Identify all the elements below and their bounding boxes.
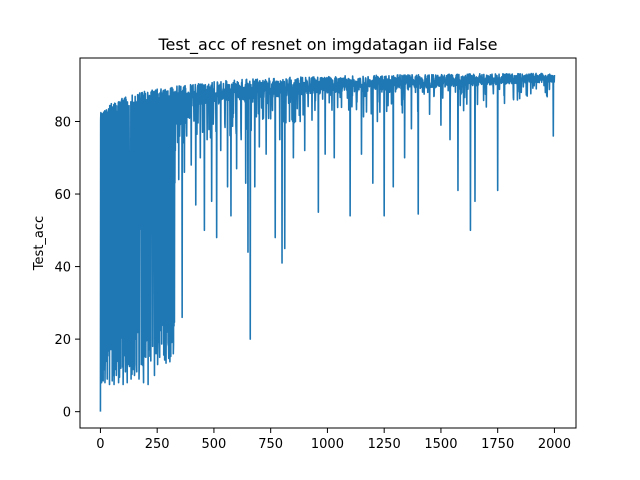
y-tick-label: 20 <box>54 333 71 348</box>
x-tick-label: 1000 <box>311 437 344 452</box>
y-tick-label: 40 <box>54 261 71 276</box>
x-tick-label: 2000 <box>538 437 571 452</box>
y-tick: 60 <box>54 188 80 203</box>
x-tick: 1500 <box>424 428 457 452</box>
y-tick-label: 80 <box>54 115 71 130</box>
x-tick: 1750 <box>481 428 514 452</box>
series-layer <box>99 72 556 412</box>
x-tick: 1250 <box>368 428 401 452</box>
x-axis-ticks: 0 250 500 750 1000 1250 1500 1750 2000 <box>96 428 571 452</box>
y-tick-label: 0 <box>63 406 71 421</box>
x-tick-label: 1500 <box>424 437 457 452</box>
y-tick: 20 <box>54 333 80 348</box>
x-tick-label: 1750 <box>481 437 514 452</box>
x-tick: 500 <box>202 428 227 452</box>
y-tick: 40 <box>54 261 80 276</box>
axes-frame <box>79 57 577 429</box>
x-tick-label: 500 <box>202 437 227 452</box>
test-acc-series-line <box>99 72 556 412</box>
x-tick-label: 750 <box>258 437 283 452</box>
x-tick: 1000 <box>311 428 344 452</box>
y-tick: 0 <box>63 406 80 421</box>
y-tick-label: 60 <box>54 188 71 203</box>
x-tick: 0 <box>96 428 105 452</box>
x-tick-label: 1250 <box>368 437 401 452</box>
x-tick-label: 0 <box>96 437 104 452</box>
x-tick-label: 250 <box>145 437 170 452</box>
x-tick: 2000 <box>538 428 571 452</box>
x-tick: 750 <box>258 428 283 452</box>
x-tick: 250 <box>145 428 170 452</box>
y-tick: 80 <box>54 115 80 130</box>
y-axis-ticks: 0 20 40 60 80 <box>54 115 80 421</box>
y-axis-label: Test_acc <box>32 216 47 271</box>
chart-title: Test_acc of resnet on imgdatagan iid Fal… <box>158 35 498 55</box>
